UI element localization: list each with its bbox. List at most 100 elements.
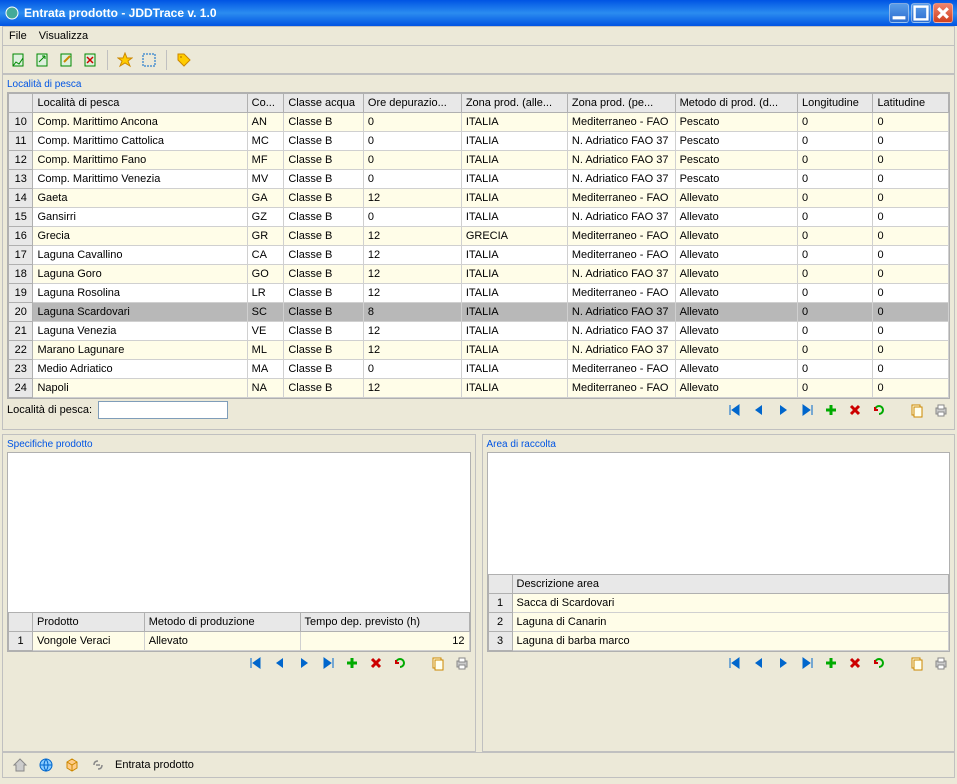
cell[interactable]: ITALIA — [461, 132, 567, 151]
cell[interactable]: 12 — [363, 227, 461, 246]
minimize-button[interactable] — [889, 3, 909, 23]
column-header[interactable]: Descrizione area — [512, 575, 949, 594]
cell[interactable]: Classe B — [284, 322, 364, 341]
add-button[interactable] — [822, 401, 840, 419]
cell[interactable]: Mediterraneo - FAO — [567, 189, 675, 208]
print-button[interactable] — [453, 654, 471, 672]
cell[interactable]: 8 — [363, 303, 461, 322]
column-header[interactable]: Metodo di prod. (d... — [675, 94, 797, 113]
table-row[interactable]: 24NapoliNAClasse B12ITALIAMediterraneo -… — [9, 379, 949, 398]
nav-first-button[interactable] — [726, 654, 744, 672]
delete-button[interactable] — [846, 401, 864, 419]
cell[interactable]: Classe B — [284, 284, 364, 303]
cell[interactable]: Vongole Veraci — [33, 632, 145, 651]
right-table[interactable]: 1Sacca di Scardovari2Laguna di Canarin3L… — [488, 574, 950, 651]
cell[interactable]: ITALIA — [461, 360, 567, 379]
cell[interactable]: 12 — [363, 379, 461, 398]
filter-input[interactable] — [98, 401, 228, 419]
cell[interactable]: Classe B — [284, 113, 364, 132]
cell[interactable]: NA — [247, 379, 284, 398]
cell[interactable]: Comp. Marittimo Venezia — [33, 170, 247, 189]
cell[interactable]: Classe B — [284, 303, 364, 322]
cell[interactable]: Gaeta — [33, 189, 247, 208]
cell[interactable]: 0 — [797, 284, 872, 303]
cell[interactable]: N. Adriatico FAO 37 — [567, 132, 675, 151]
cell[interactable]: Gansirri — [33, 208, 247, 227]
table-row[interactable]: 18Laguna GoroGOClasse B12ITALIAN. Adriat… — [9, 265, 949, 284]
nav-prev-button[interactable] — [750, 401, 768, 419]
cell[interactable]: MA — [247, 360, 284, 379]
cell[interactable]: Allevato — [675, 341, 797, 360]
location-grid-scrollarea[interactable]: Località di pescaCo...Classe acquaOre de… — [7, 92, 950, 399]
cell[interactable]: N. Adriatico FAO 37 — [567, 265, 675, 284]
table-row[interactable]: 17Laguna CavallinoCAClasse B12ITALIAMedi… — [9, 246, 949, 265]
column-header[interactable]: Metodo di produzione — [144, 613, 300, 632]
location-table[interactable]: Località di pescaCo...Classe acquaOre de… — [8, 93, 949, 398]
box-icon[interactable] — [63, 756, 81, 774]
cell[interactable]: Allevato — [675, 303, 797, 322]
cell[interactable]: Allevato — [675, 360, 797, 379]
cell[interactable]: 0 — [363, 170, 461, 189]
cell[interactable]: Laguna Goro — [33, 265, 247, 284]
cell[interactable]: Pescato — [675, 132, 797, 151]
cell[interactable]: 0 — [873, 113, 949, 132]
copy-button[interactable] — [908, 401, 926, 419]
cell[interactable]: MF — [247, 151, 284, 170]
cell[interactable]: LR — [247, 284, 284, 303]
cell[interactable]: Comp. Marittimo Ancona — [33, 113, 247, 132]
cell[interactable]: VE — [247, 322, 284, 341]
cell[interactable]: Mediterraneo - FAO — [567, 379, 675, 398]
nav-first-button[interactable] — [247, 654, 265, 672]
cell[interactable]: Allevato — [675, 322, 797, 341]
cell[interactable]: N. Adriatico FAO 37 — [567, 151, 675, 170]
table-row[interactable]: 21Laguna VeneziaVEClasse B12ITALIAN. Adr… — [9, 322, 949, 341]
column-header[interactable]: Tempo dep. previsto (h) — [300, 613, 469, 632]
cell[interactable]: ITALIA — [461, 189, 567, 208]
cell[interactable]: 0 — [797, 303, 872, 322]
cell[interactable]: 0 — [873, 341, 949, 360]
table-row[interactable]: 16GreciaGRClasse B12GRECIAMediterraneo -… — [9, 227, 949, 246]
nav-last-button[interactable] — [798, 401, 816, 419]
cell[interactable]: Mediterraneo - FAO — [567, 113, 675, 132]
table-row[interactable]: 20Laguna ScardovariSCClasse B8ITALIAN. A… — [9, 303, 949, 322]
cell[interactable]: ITALIA — [461, 322, 567, 341]
cell[interactable]: 0 — [873, 170, 949, 189]
cell[interactable]: Mediterraneo - FAO — [567, 360, 675, 379]
cell[interactable]: Mediterraneo - FAO — [567, 284, 675, 303]
cell[interactable]: Classe B — [284, 189, 364, 208]
cell[interactable]: 0 — [363, 132, 461, 151]
table-row[interactable]: 23Medio AdriaticoMAClasse B0ITALIAMedite… — [9, 360, 949, 379]
nav-next-button[interactable] — [295, 654, 313, 672]
cell[interactable]: Allevato — [675, 208, 797, 227]
table-row[interactable]: 15GansirriGZClasse B0ITALIAN. Adriatico … — [9, 208, 949, 227]
cell[interactable]: 12 — [363, 189, 461, 208]
cell[interactable]: N. Adriatico FAO 37 — [567, 322, 675, 341]
cell[interactable]: Sacca di Scardovari — [512, 594, 949, 613]
cell[interactable]: 0 — [797, 322, 872, 341]
cell[interactable]: Comp. Marittimo Cattolica — [33, 132, 247, 151]
menu-visualizza[interactable]: Visualizza — [39, 30, 88, 42]
cell[interactable]: 0 — [363, 113, 461, 132]
cell[interactable]: Allevato — [675, 189, 797, 208]
column-header[interactable]: Co... — [247, 94, 284, 113]
cell[interactable]: 12 — [363, 265, 461, 284]
column-header[interactable]: Ore depurazio... — [363, 94, 461, 113]
table-row[interactable]: 11Comp. Marittimo CattolicaMCClasse B0IT… — [9, 132, 949, 151]
cell[interactable]: MV — [247, 170, 284, 189]
cell[interactable]: ITALIA — [461, 284, 567, 303]
cell[interactable]: Classe B — [284, 379, 364, 398]
column-header[interactable]: Latitudine — [873, 94, 949, 113]
nav-next-button[interactable] — [774, 654, 792, 672]
print-button[interactable] — [932, 654, 950, 672]
select-rect-icon[interactable] — [140, 51, 158, 69]
cell[interactable]: Pescato — [675, 170, 797, 189]
cell[interactable]: GA — [247, 189, 284, 208]
cell[interactable]: N. Adriatico FAO 37 — [567, 170, 675, 189]
cell[interactable]: ITALIA — [461, 113, 567, 132]
cell[interactable]: Allevato — [675, 246, 797, 265]
cell[interactable]: 0 — [797, 189, 872, 208]
cell[interactable]: ITALIA — [461, 341, 567, 360]
cell[interactable]: 0 — [873, 360, 949, 379]
cell[interactable]: 0 — [797, 341, 872, 360]
column-header[interactable]: Località di pesca — [33, 94, 247, 113]
